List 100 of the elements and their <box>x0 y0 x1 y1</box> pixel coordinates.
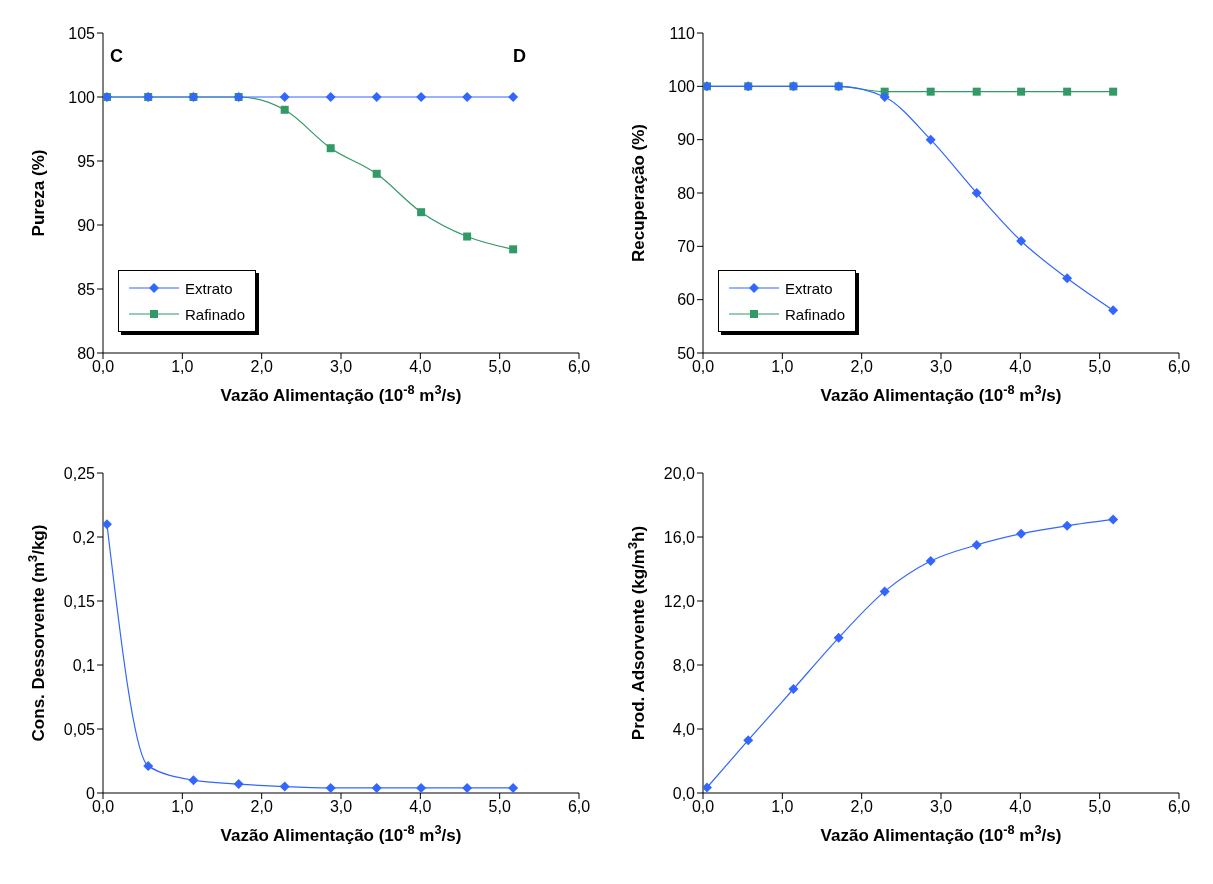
y-tick-label: 0,05 <box>63 720 96 738</box>
y-tick-label: 100 <box>68 88 96 106</box>
x-tick-label: 1,0 <box>171 798 194 816</box>
point <box>462 92 473 102</box>
point <box>972 87 981 96</box>
point <box>879 92 890 102</box>
x-tick-label: 5,0 <box>1088 798 1111 816</box>
legend-label: Extrato <box>185 279 233 297</box>
point <box>188 775 199 786</box>
y-tick-label: 85 <box>77 280 96 298</box>
x-tick-label: 3,0 <box>329 358 353 376</box>
y-tick-label: 70 <box>677 238 696 256</box>
annotation: D <box>513 46 526 67</box>
point <box>326 144 335 153</box>
x-tick-label: 3,0 <box>929 798 953 816</box>
point <box>508 92 519 102</box>
x-tick-label: 4,0 <box>409 798 432 816</box>
y-tick-label: 20,0 <box>663 464 696 482</box>
x-tick-label: 0,0 <box>91 798 115 816</box>
y-tick-label: 110 <box>669 24 696 42</box>
point <box>925 556 936 566</box>
x-tick-label: 2,0 <box>250 358 273 376</box>
x-tick-label: 6,0 <box>1167 358 1191 376</box>
point <box>417 208 426 217</box>
point <box>743 735 754 746</box>
point <box>143 761 154 772</box>
y-tick-label: 60 <box>677 291 696 309</box>
x-tick-label: 6,0 <box>567 798 591 816</box>
y-tick-label: 12,0 <box>663 592 696 610</box>
x-tick-label: 3,0 <box>929 358 953 376</box>
point <box>1063 87 1072 96</box>
point <box>416 782 427 793</box>
legend-label: Rafinado <box>185 305 246 323</box>
point <box>463 232 472 241</box>
x-tick-label: 2,0 <box>250 798 273 816</box>
y-axis-title: Pureza (%) <box>29 149 48 237</box>
point <box>279 92 290 102</box>
x-tick-label: 4,0 <box>1009 798 1032 816</box>
point <box>508 782 519 793</box>
point <box>371 782 382 793</box>
y-tick-label: 0,25 <box>63 464 96 482</box>
y-axis-title: Recuperação (%) <box>629 124 648 262</box>
point <box>371 92 382 102</box>
point <box>233 779 244 790</box>
point <box>1108 514 1119 525</box>
annotation: C <box>110 46 123 67</box>
x-tick-label: 1,0 <box>171 358 194 376</box>
y-tick-label: 105 <box>68 24 96 42</box>
x-tick-label: 6,0 <box>1167 798 1191 816</box>
x-tick-label: 2,0 <box>850 358 873 376</box>
y-tick-label: 80 <box>677 184 696 202</box>
y-tick-label: 8,0 <box>672 656 696 674</box>
point <box>1109 87 1118 96</box>
point <box>1016 528 1027 539</box>
x-tick-label: 5,0 <box>488 358 511 376</box>
x-tick-label: 0,0 <box>691 798 715 816</box>
y-tick-label: 95 <box>77 152 96 170</box>
x-tick-label: 3,0 <box>329 798 353 816</box>
x-tick-label: 0,0 <box>691 358 715 376</box>
point <box>416 92 427 102</box>
legend-label: Extrato <box>785 279 833 297</box>
x-tick-label: 6,0 <box>567 358 591 376</box>
point <box>833 632 844 643</box>
y-tick-label: 0,1 <box>72 656 96 674</box>
point <box>462 782 473 793</box>
legend-label: Rafinado <box>785 305 846 323</box>
x-tick-label: 4,0 <box>1009 358 1032 376</box>
x-tick-label: 1,0 <box>771 358 794 376</box>
x-tick-label: 2,0 <box>850 798 873 816</box>
y-tick-label: 0,2 <box>72 528 96 546</box>
point <box>971 188 982 198</box>
point <box>509 245 518 254</box>
point <box>703 782 712 793</box>
x-tick-label: 4,0 <box>409 358 432 376</box>
point <box>1108 305 1119 316</box>
point <box>280 105 289 114</box>
point <box>1062 520 1073 531</box>
x-tick-label: 0,0 <box>91 358 115 376</box>
y-tick-label: 100 <box>668 78 696 96</box>
point <box>925 134 936 145</box>
x-axis-title: Vazão Alimentação (10$^{-8}$ m$^{3}$/s) <box>220 821 462 845</box>
point <box>372 169 381 178</box>
x-tick-label: 5,0 <box>1088 358 1111 376</box>
point <box>1016 236 1027 246</box>
x-tick-label: 5,0 <box>488 798 511 816</box>
point <box>325 782 336 793</box>
x-axis-title: Vazão Alimentação (10$^{-8}$ m$^{3}$/s) <box>820 381 1062 405</box>
point <box>325 92 336 102</box>
y-tick-label: 16,0 <box>663 528 696 546</box>
y-tick-label: 0,15 <box>63 592 96 610</box>
x-tick-label: 1,0 <box>771 798 794 816</box>
y-tick-label: 90 <box>677 131 696 149</box>
x-axis-title: Vazão Alimentação (10$^{-8}$ m$^{3}$/s) <box>220 381 462 405</box>
point <box>971 540 982 550</box>
point <box>926 87 935 96</box>
point <box>879 586 890 597</box>
point <box>1017 87 1026 96</box>
x-axis-title: Vazão Alimentação (10$^{-8}$ m$^{3}$/s) <box>820 821 1062 845</box>
y-tick-label: 4,0 <box>672 720 696 738</box>
point <box>788 684 799 694</box>
